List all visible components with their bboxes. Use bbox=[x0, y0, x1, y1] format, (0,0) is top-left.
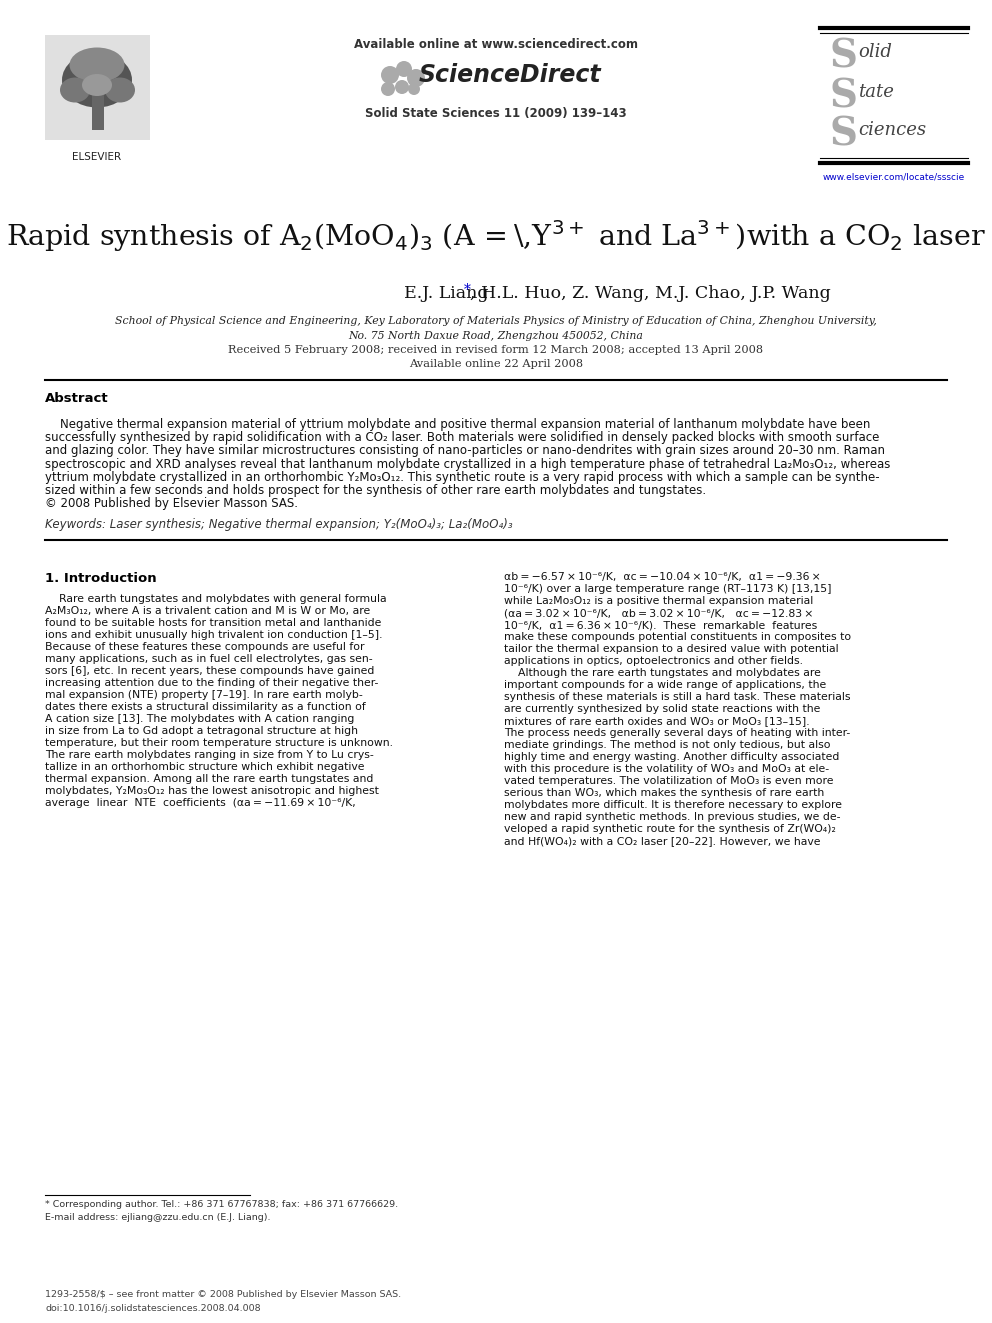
Text: in size from La to Gd adopt a tetragonal structure at high: in size from La to Gd adopt a tetragonal… bbox=[45, 726, 358, 737]
Text: tailor the thermal expansion to a desired value with potential: tailor the thermal expansion to a desire… bbox=[504, 644, 838, 655]
Text: olid: olid bbox=[858, 44, 892, 61]
Text: Because of these features these compounds are useful for: Because of these features these compound… bbox=[45, 643, 364, 652]
Text: with this procedure is the volatility of WO₃ and MoO₃ at ele-: with this procedure is the volatility of… bbox=[504, 765, 829, 774]
Text: S: S bbox=[830, 38, 858, 75]
Text: www.elsevier.com/locate/ssscie: www.elsevier.com/locate/ssscie bbox=[823, 173, 965, 183]
Text: ScienceDirect: ScienceDirect bbox=[419, 64, 601, 87]
Text: No. 75 North Daxue Road, Zhengzhou 450052, China: No. 75 North Daxue Road, Zhengzhou 45005… bbox=[348, 331, 644, 341]
Text: synthesis of these materials is still a hard task. These materials: synthesis of these materials is still a … bbox=[504, 692, 850, 703]
Text: E-mail address: ejliang@zzu.edu.cn (E.J. Liang).: E-mail address: ejliang@zzu.edu.cn (E.J.… bbox=[45, 1213, 271, 1222]
Text: ciences: ciences bbox=[858, 120, 927, 139]
Text: 10⁻⁶/K) over a large temperature range (RT–1173 K) [13,15]: 10⁻⁶/K) over a large temperature range (… bbox=[504, 585, 831, 594]
Text: Abstract: Abstract bbox=[45, 392, 109, 405]
Text: and Hf(WO₄)₂ with a CO₂ laser [20–22]. However, we have: and Hf(WO₄)₂ with a CO₂ laser [20–22]. H… bbox=[504, 836, 820, 847]
Text: S: S bbox=[830, 78, 858, 116]
Ellipse shape bbox=[396, 61, 412, 77]
Text: temperature, but their room temperature structure is unknown.: temperature, but their room temperature … bbox=[45, 738, 393, 749]
Text: and glazing color. They have similar microstructures consisting of nano-particle: and glazing color. They have similar mic… bbox=[45, 445, 885, 458]
Text: highly time and energy wasting. Another difficulty associated: highly time and energy wasting. Another … bbox=[504, 753, 839, 762]
Text: serious than WO₃, which makes the synthesis of rare earth: serious than WO₃, which makes the synthe… bbox=[504, 789, 824, 798]
Text: Negative thermal expansion material of yttrium molybdate and positive thermal ex: Negative thermal expansion material of y… bbox=[45, 418, 870, 431]
Text: successfully synthesized by rapid solidification with a CO₂ laser. Both material: successfully synthesized by rapid solidi… bbox=[45, 431, 879, 445]
Text: sized within a few seconds and holds prospect for the synthesis of other rare ea: sized within a few seconds and holds pro… bbox=[45, 484, 706, 497]
Text: spectroscopic and XRD analyses reveal that lanthanum molybdate crystallized in a: spectroscopic and XRD analyses reveal th… bbox=[45, 458, 891, 471]
Text: , H.L. Huo, Z. Wang, M.J. Chao, J.P. Wang: , H.L. Huo, Z. Wang, M.J. Chao, J.P. Wan… bbox=[470, 284, 830, 302]
Text: ELSEVIER: ELSEVIER bbox=[72, 152, 122, 161]
Text: E.J. Liang: E.J. Liang bbox=[404, 284, 488, 302]
Text: 1293-2558/$ – see front matter © 2008 Published by Elsevier Masson SAS.: 1293-2558/$ – see front matter © 2008 Pu… bbox=[45, 1290, 401, 1299]
Text: molybdates more difficult. It is therefore necessary to explore: molybdates more difficult. It is therefo… bbox=[504, 800, 842, 811]
Text: thermal expansion. Among all the rare earth tungstates and: thermal expansion. Among all the rare ea… bbox=[45, 774, 373, 785]
Text: vated temperatures. The volatilization of MoO₃ is even more: vated temperatures. The volatilization o… bbox=[504, 777, 833, 786]
Ellipse shape bbox=[407, 69, 425, 87]
Text: average  linear  NTE  coefficients  (αa = −11.69 × 10⁻⁶/K,: average linear NTE coefficients (αa = −1… bbox=[45, 798, 356, 808]
Text: tate: tate bbox=[858, 83, 894, 101]
Text: while La₂Mo₃O₁₂ is a positive thermal expansion material: while La₂Mo₃O₁₂ is a positive thermal ex… bbox=[504, 597, 813, 606]
Text: Rapid synthesis of A$_2$(MoO$_4$)$_3$ (A$\,$$=$\,Y$^{3+}$ and La$^{3+}$)with a C: Rapid synthesis of A$_2$(MoO$_4$)$_3$ (A… bbox=[6, 218, 986, 254]
Text: Although the rare earth tungstates and molybdates are: Although the rare earth tungstates and m… bbox=[504, 668, 820, 679]
Text: The process needs generally several days of heating with inter-: The process needs generally several days… bbox=[504, 729, 850, 738]
Ellipse shape bbox=[381, 82, 395, 97]
Text: make these compounds potential constituents in composites to: make these compounds potential constitue… bbox=[504, 632, 851, 643]
Text: Keywords: Laser synthesis; Negative thermal expansion; Y₂(MoO₄)₃; La₂(MoO₄)₃: Keywords: Laser synthesis; Negative ther… bbox=[45, 519, 513, 532]
Text: Rare earth tungstates and molybdates with general formula: Rare earth tungstates and molybdates wit… bbox=[45, 594, 387, 605]
Text: increasing attention due to the finding of their negative ther-: increasing attention due to the finding … bbox=[45, 679, 378, 688]
Text: * Corresponding author. Tel.: +86 371 67767838; fax: +86 371 67766629.: * Corresponding author. Tel.: +86 371 67… bbox=[45, 1200, 398, 1209]
Text: (αa = 3.02 × 10⁻⁶/K,   αb = 3.02 × 10⁻⁶/K,   αc = −12.83 ×: (αa = 3.02 × 10⁻⁶/K, αb = 3.02 × 10⁻⁶/K,… bbox=[504, 609, 813, 618]
Text: many applications, such as in fuel cell electrolytes, gas sen-: many applications, such as in fuel cell … bbox=[45, 655, 373, 664]
Text: *: * bbox=[464, 283, 471, 296]
Ellipse shape bbox=[62, 53, 132, 107]
Text: yttrium molybdate crystallized in an orthorhombic Y₂Mo₃O₁₂. This synthetic route: yttrium molybdate crystallized in an ort… bbox=[45, 471, 880, 484]
Text: molybdates, Y₂Mo₃O₁₂ has the lowest anisotropic and highest: molybdates, Y₂Mo₃O₁₂ has the lowest anis… bbox=[45, 786, 379, 796]
Ellipse shape bbox=[395, 79, 409, 94]
Text: 10⁻⁶/K,  α1 = 6.36 × 10⁻⁶/K).  These  remarkable  features: 10⁻⁶/K, α1 = 6.36 × 10⁻⁶/K). These remar… bbox=[504, 620, 817, 630]
Ellipse shape bbox=[69, 48, 125, 82]
Ellipse shape bbox=[105, 78, 135, 102]
Text: tallize in an orthorhombic structure which exhibit negative: tallize in an orthorhombic structure whi… bbox=[45, 762, 364, 773]
Text: 1. Introduction: 1. Introduction bbox=[45, 573, 157, 585]
Text: mal expansion (NTE) property [7–19]. In rare earth molyb-: mal expansion (NTE) property [7–19]. In … bbox=[45, 691, 363, 700]
Text: © 2008 Published by Elsevier Masson SAS.: © 2008 Published by Elsevier Masson SAS. bbox=[45, 497, 298, 511]
Text: αb = −6.57 × 10⁻⁶/K,  αc = −10.04 × 10⁻⁶/K,  α1 = −9.36 ×: αb = −6.57 × 10⁻⁶/K, αc = −10.04 × 10⁻⁶/… bbox=[504, 573, 820, 582]
Text: Available online 22 April 2008: Available online 22 April 2008 bbox=[409, 359, 583, 369]
Text: ions and exhibit unusually high trivalent ion conduction [1–5].: ions and exhibit unusually high trivalen… bbox=[45, 630, 383, 640]
Text: School of Physical Science and Engineering, Key Laboratory of Materials Physics : School of Physical Science and Engineeri… bbox=[115, 316, 877, 325]
Text: Solid State Sciences 11 (2009) 139–143: Solid State Sciences 11 (2009) 139–143 bbox=[365, 107, 627, 120]
Text: found to be suitable hosts for transition metal and lanthanide: found to be suitable hosts for transitio… bbox=[45, 618, 381, 628]
Text: important compounds for a wide range of applications, the: important compounds for a wide range of … bbox=[504, 680, 826, 691]
Bar bbox=[92, 95, 104, 130]
Text: A₂M₃O₁₂, where A is a trivalent cation and M is W or Mo, are: A₂M₃O₁₂, where A is a trivalent cation a… bbox=[45, 606, 370, 617]
Ellipse shape bbox=[381, 66, 399, 83]
Text: doi:10.1016/j.solidstatesciences.2008.04.008: doi:10.1016/j.solidstatesciences.2008.04… bbox=[45, 1304, 261, 1312]
Text: Received 5 February 2008; received in revised form 12 March 2008; accepted 13 Ap: Received 5 February 2008; received in re… bbox=[228, 345, 764, 355]
Text: The rare earth molybdates ranging in size from Y to Lu crys-: The rare earth molybdates ranging in siz… bbox=[45, 750, 374, 761]
Ellipse shape bbox=[408, 83, 420, 95]
Text: mediate grindings. The method is not only tedious, but also: mediate grindings. The method is not onl… bbox=[504, 741, 830, 750]
Text: new and rapid synthetic methods. In previous studies, we de-: new and rapid synthetic methods. In prev… bbox=[504, 812, 840, 823]
Ellipse shape bbox=[60, 78, 90, 102]
Text: sors [6], etc. In recent years, these compounds have gained: sors [6], etc. In recent years, these co… bbox=[45, 667, 374, 676]
Text: A cation size [13]. The molybdates with A cation ranging: A cation size [13]. The molybdates with … bbox=[45, 714, 354, 725]
Text: applications in optics, optoelectronics and other fields.: applications in optics, optoelectronics … bbox=[504, 656, 803, 667]
Text: mixtures of rare earth oxides and WO₃ or MoO₃ [13–15].: mixtures of rare earth oxides and WO₃ or… bbox=[504, 716, 809, 726]
Bar bbox=[45, 34, 150, 140]
Text: S: S bbox=[830, 116, 858, 153]
Text: veloped a rapid synthetic route for the synthesis of Zr(WO₄)₂: veloped a rapid synthetic route for the … bbox=[504, 824, 836, 835]
Text: dates there exists a structural dissimilarity as a function of: dates there exists a structural dissimil… bbox=[45, 703, 366, 712]
Text: Available online at www.sciencedirect.com: Available online at www.sciencedirect.co… bbox=[354, 38, 638, 52]
Text: are currently synthesized by solid state reactions with the: are currently synthesized by solid state… bbox=[504, 704, 820, 714]
Ellipse shape bbox=[82, 74, 112, 97]
